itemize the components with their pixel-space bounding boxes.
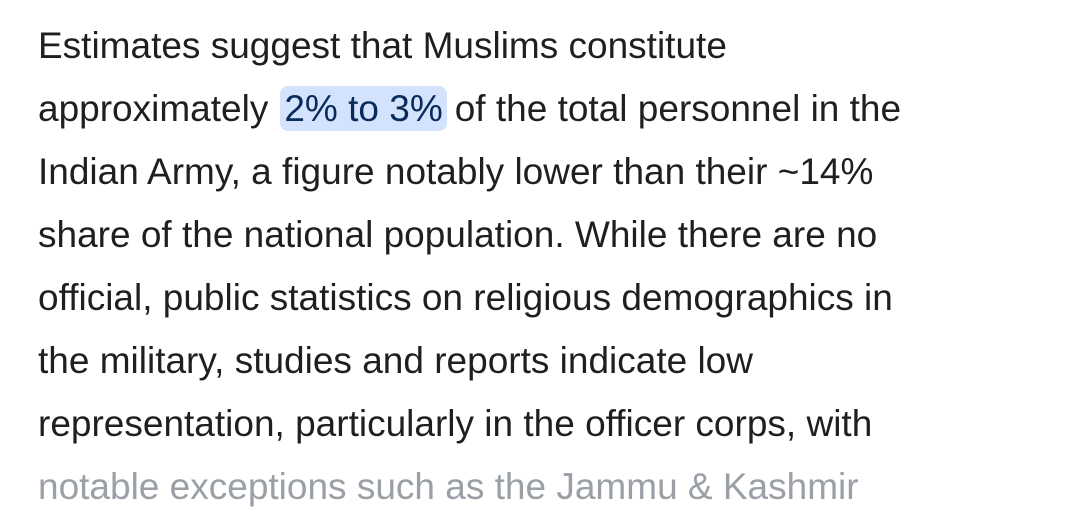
text-line: the military, studies and reports indica… [38,340,753,381]
text: approximately [38,88,269,129]
text: of the total personnel in the [454,88,902,129]
answer-paragraph: Estimates suggest that Muslims constitut… [38,14,901,518]
text-line: Estimates suggest that Muslims constitut… [38,25,727,66]
text-line: representation, particularly in the offi… [38,403,873,444]
text-line: official, public statistics on religious… [38,277,893,318]
text-line: share of the national population. While … [38,214,878,255]
text-line: Indian Army, a figure notably lower than… [38,151,874,192]
highlighted-figure[interactable]: 2% to 3% [280,86,447,131]
faded-text-line: notable exceptions such as the Jammu & K… [38,466,859,507]
text-line: approximately 2% to 3% of the total person… [38,77,901,140]
